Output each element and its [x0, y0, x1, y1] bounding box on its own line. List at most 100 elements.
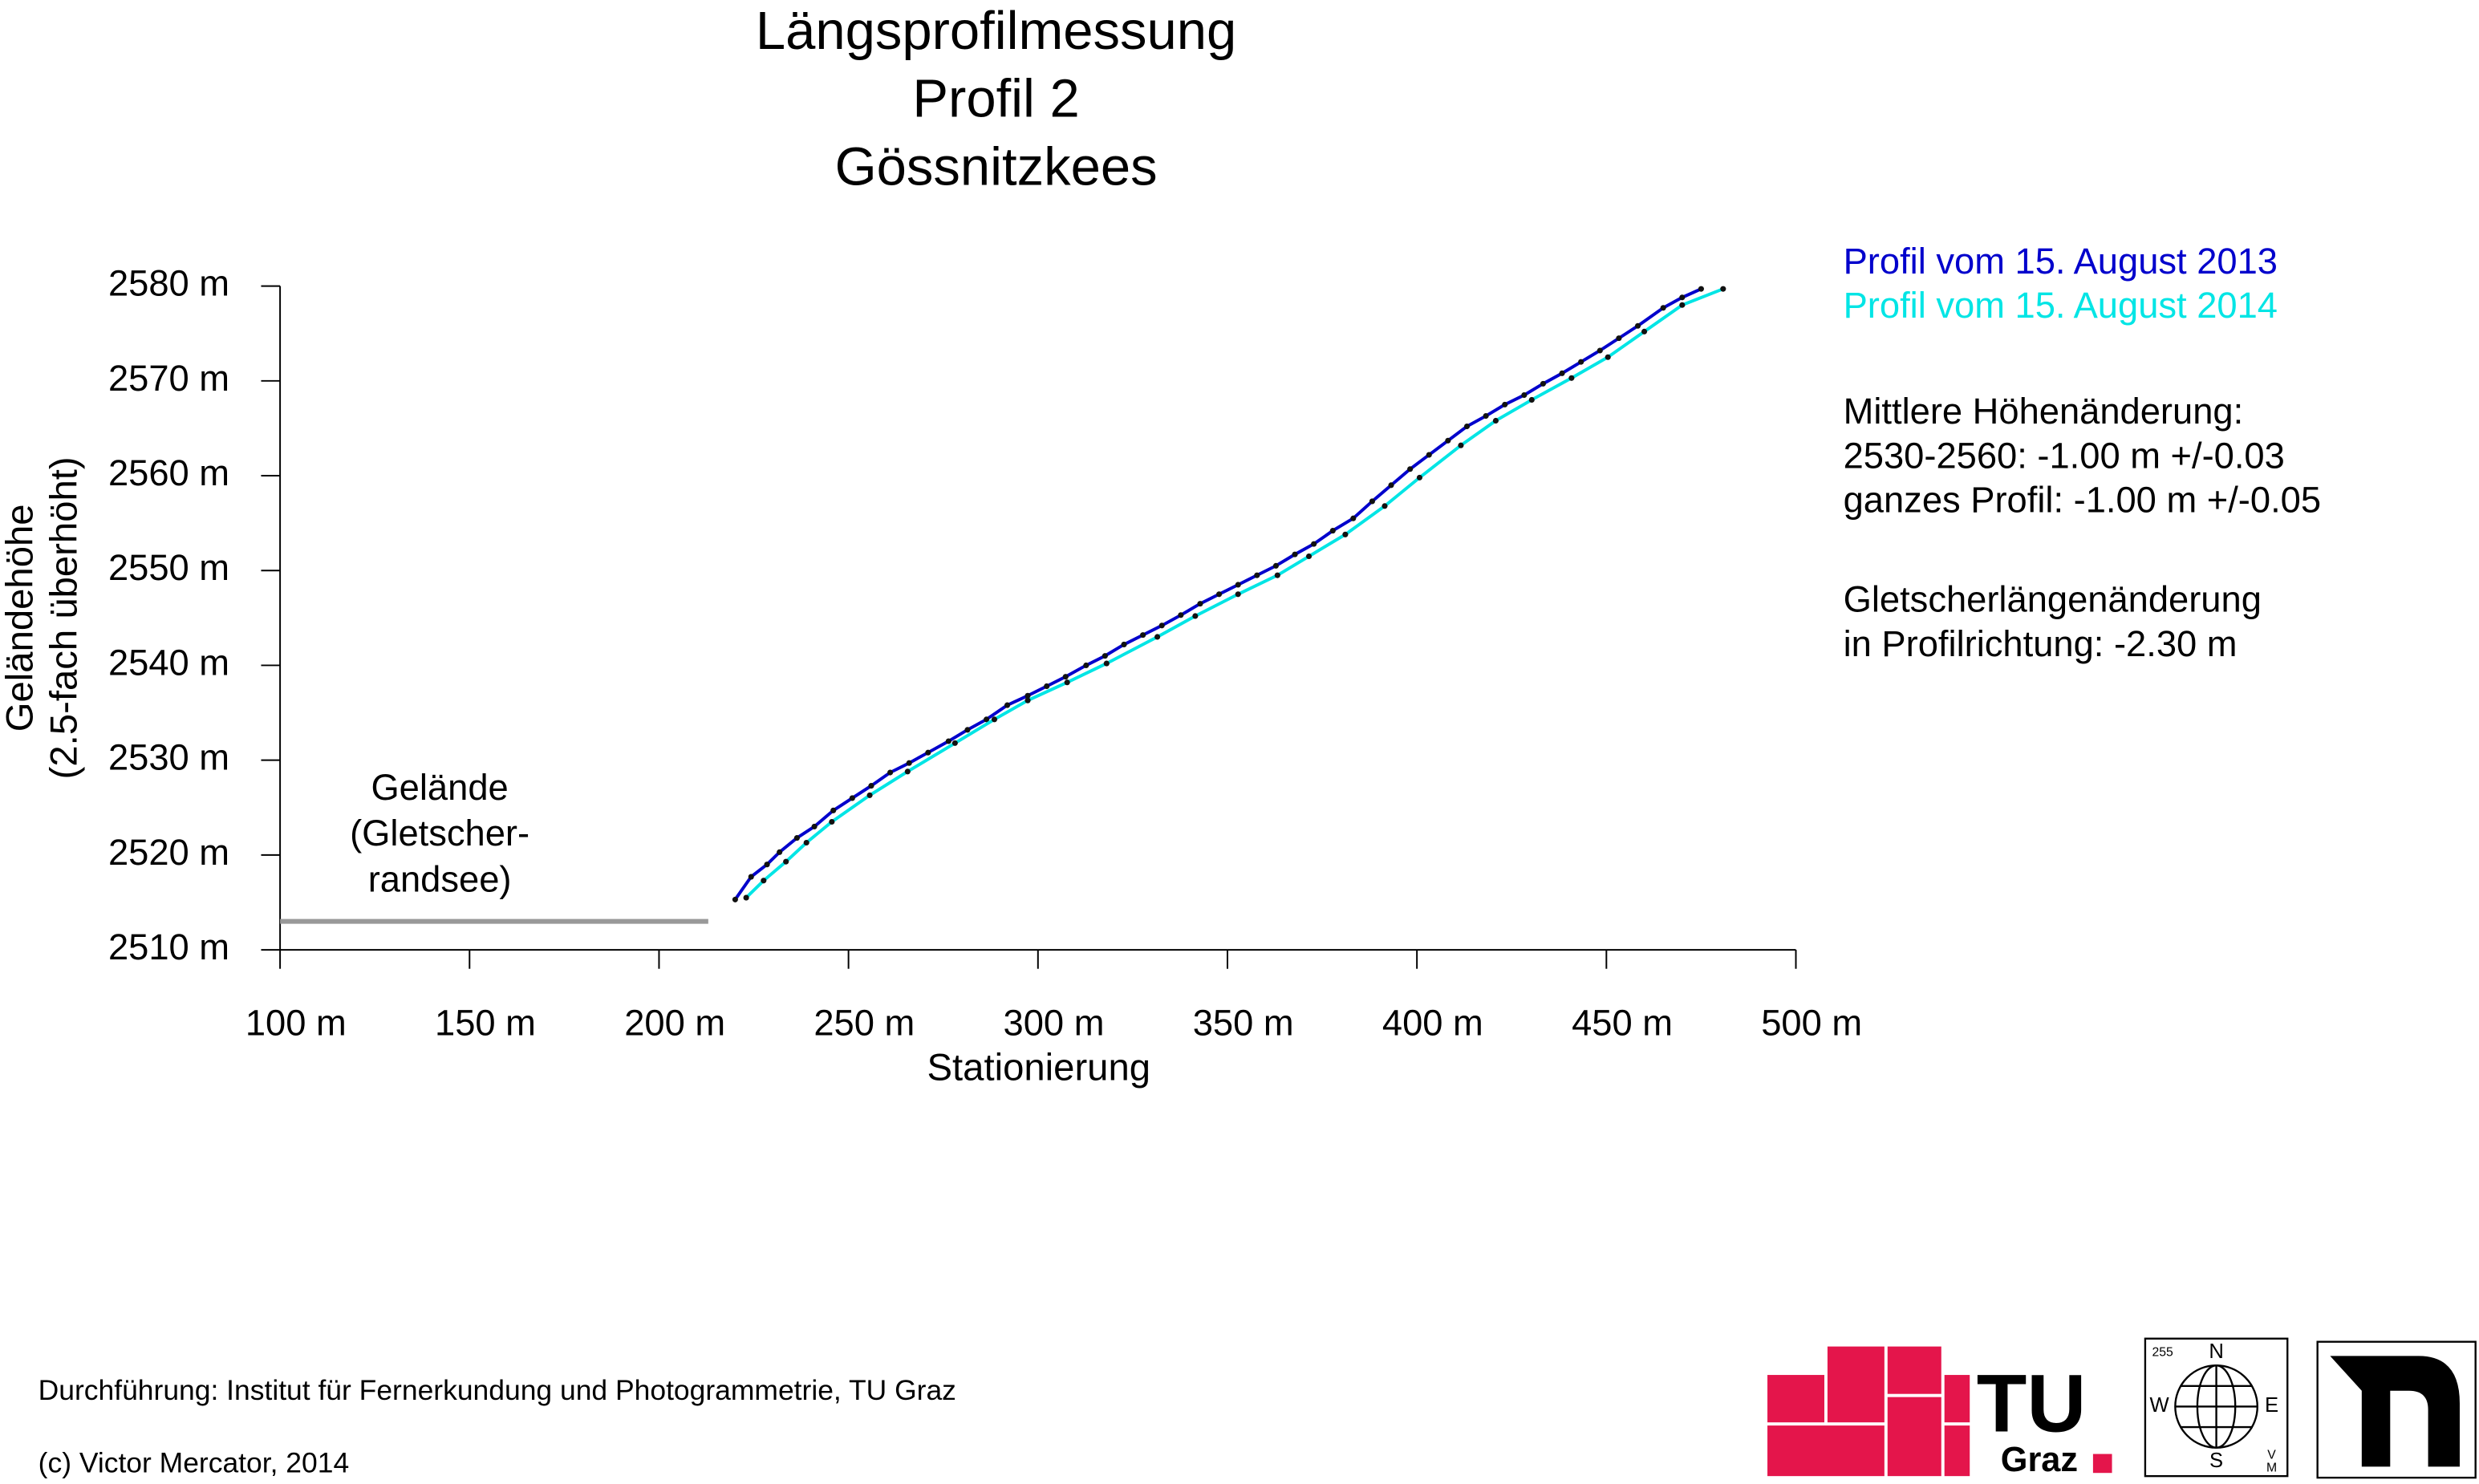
- point: [925, 749, 931, 756]
- note: Gletscherlängenänderung: [1844, 579, 2262, 620]
- line: [745, 287, 1724, 899]
- point: [1720, 286, 1726, 292]
- point: [1483, 413, 1489, 420]
- x-axis-label: Stationierung: [927, 1046, 1151, 1089]
- point: [887, 769, 894, 776]
- point: [984, 716, 990, 723]
- point: [1416, 474, 1423, 480]
- point: [1568, 375, 1575, 381]
- point: [1024, 692, 1031, 699]
- point: [1698, 286, 1704, 292]
- point: [1329, 528, 1336, 534]
- point: [1578, 359, 1584, 365]
- logo-text: S: [2209, 1450, 2223, 1472]
- point: [1062, 674, 1069, 680]
- footer: (c) Victor Mercator, 2014: [39, 1447, 350, 1479]
- point: [906, 760, 912, 766]
- point: [1369, 498, 1375, 505]
- point: [951, 740, 958, 746]
- legend-entry: Profil vom 15. August 2013: [1844, 241, 2278, 282]
- note: Mittlere Höhenänderung:: [1844, 391, 2244, 432]
- logo-text: TU: [1977, 1356, 2087, 1449]
- point: [1426, 452, 1432, 458]
- y-tick-label: 2540 m: [108, 642, 229, 683]
- annotation: randsee): [368, 858, 512, 899]
- point: [1235, 582, 1241, 588]
- x-tick-label: 100 m: [245, 1003, 347, 1044]
- point: [904, 768, 911, 775]
- logo-text: 255: [2152, 1346, 2173, 1360]
- point: [1024, 697, 1031, 703]
- point: [1102, 653, 1108, 659]
- logo-text: W: [2150, 1394, 2170, 1417]
- point: [866, 792, 873, 798]
- point: [732, 896, 738, 902]
- x-tick-label: 250 m: [813, 1003, 915, 1044]
- logo-text: E: [2265, 1394, 2278, 1417]
- logo-text: V: [2267, 1449, 2276, 1462]
- chart-title: Gössnitzkees: [835, 136, 1158, 197]
- point: [1445, 437, 1451, 444]
- x-tick-label: 350 m: [1193, 1003, 1294, 1044]
- point: [964, 727, 971, 733]
- note: in Profilrichtung: -2.30 m: [1844, 623, 2238, 664]
- point: [1616, 335, 1622, 342]
- point: [1274, 572, 1280, 578]
- point: [829, 818, 835, 825]
- point: [1605, 354, 1611, 360]
- point: [1154, 634, 1161, 640]
- point: [1463, 424, 1471, 430]
- point: [1140, 632, 1146, 639]
- line: [733, 287, 1702, 901]
- point: [1350, 515, 1357, 521]
- point: [811, 823, 818, 829]
- point: [1044, 683, 1050, 689]
- y-axis-label: (2.5-fach überhöht): [43, 456, 86, 779]
- x-tick-label: 450 m: [1572, 1003, 1673, 1044]
- point: [1382, 503, 1388, 509]
- y-tick-label: 2570 m: [108, 358, 229, 399]
- tu-graz-logo: [1767, 1346, 2112, 1477]
- point: [743, 894, 749, 901]
- chart-title: Profil 2: [912, 69, 1079, 129]
- point: [1660, 305, 1666, 311]
- point: [803, 839, 809, 846]
- point: [1254, 572, 1260, 578]
- point: [1679, 294, 1686, 301]
- point: [764, 862, 770, 868]
- y-tick-label: 2580 m: [108, 263, 229, 304]
- point: [1103, 660, 1110, 667]
- x-tick-label: 300 m: [1004, 1003, 1105, 1044]
- annotation: Gelände: [371, 767, 508, 808]
- point: [1158, 622, 1165, 629]
- point: [1597, 347, 1603, 354]
- point: [1121, 641, 1127, 647]
- logo-text: Graz: [2001, 1441, 2078, 1479]
- x-tick-label: 400 m: [1382, 1003, 1483, 1044]
- point: [1004, 702, 1011, 708]
- point: [1216, 591, 1223, 598]
- point: [1272, 562, 1279, 569]
- y-axis-label: Geländehöhe: [0, 504, 41, 732]
- y-tick-label: 2560 m: [108, 452, 229, 493]
- x-tick-label: 500 m: [1761, 1003, 1862, 1044]
- institute-logo: [2316, 1340, 2477, 1479]
- y-tick-label: 2520 m: [108, 832, 229, 873]
- annotation: (Gletscher-: [350, 813, 529, 854]
- point: [1178, 612, 1184, 618]
- point: [1528, 396, 1535, 403]
- point: [1540, 380, 1546, 387]
- point: [1064, 679, 1070, 686]
- y-tick-label: 2550 m: [108, 547, 229, 588]
- point: [1458, 442, 1464, 448]
- point: [1634, 322, 1641, 329]
- point: [1192, 613, 1199, 619]
- point: [783, 858, 789, 865]
- x-tick-label: 150 m: [435, 1003, 536, 1044]
- point: [868, 783, 874, 789]
- point: [777, 849, 783, 855]
- point: [830, 807, 837, 813]
- point: [1235, 591, 1241, 598]
- point: [1342, 531, 1349, 537]
